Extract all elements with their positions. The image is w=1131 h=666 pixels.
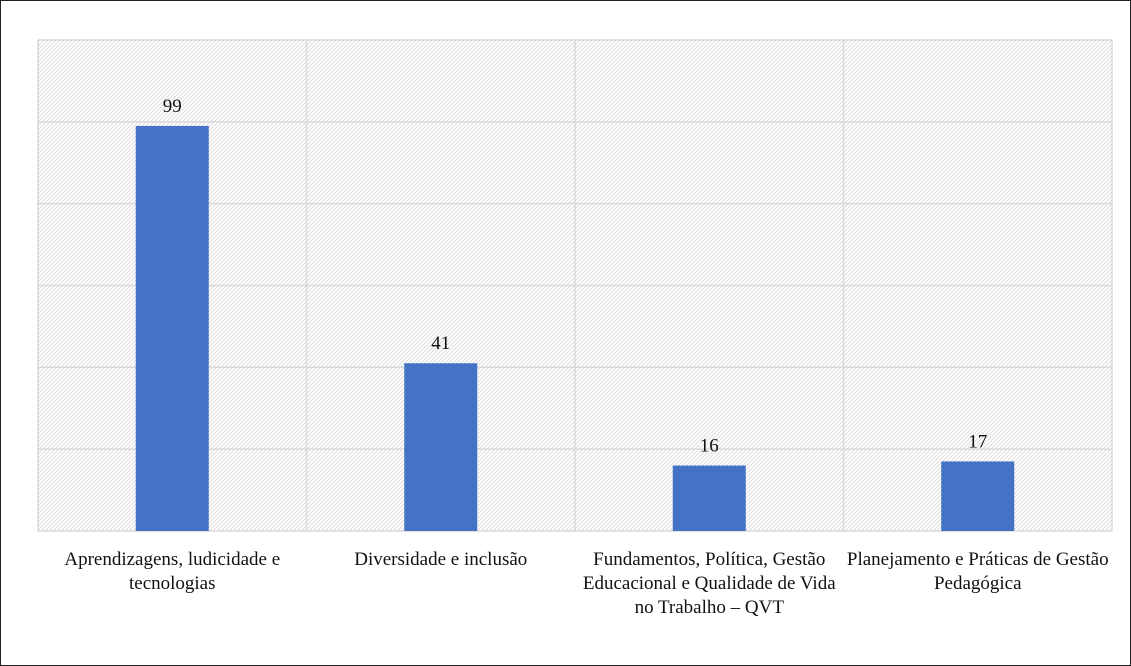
data-label: 41 <box>431 333 450 354</box>
x-tick-label: Aprendizagens, ludicidade e tecnologias <box>38 548 306 596</box>
bar <box>941 461 1014 531</box>
data-label: 16 <box>700 436 719 457</box>
x-tick-label: Fundamentos, Política, Gestão Educaciona… <box>575 548 843 620</box>
data-label: 99 <box>163 96 182 117</box>
x-tick-label: Planejamento e Práticas de Gestão Pedagó… <box>844 548 1112 596</box>
bar <box>673 466 746 531</box>
bar <box>404 363 477 531</box>
data-label: 17 <box>968 431 987 452</box>
x-tick-label: Diversidade e inclusão <box>307 548 575 572</box>
bar <box>136 126 209 531</box>
